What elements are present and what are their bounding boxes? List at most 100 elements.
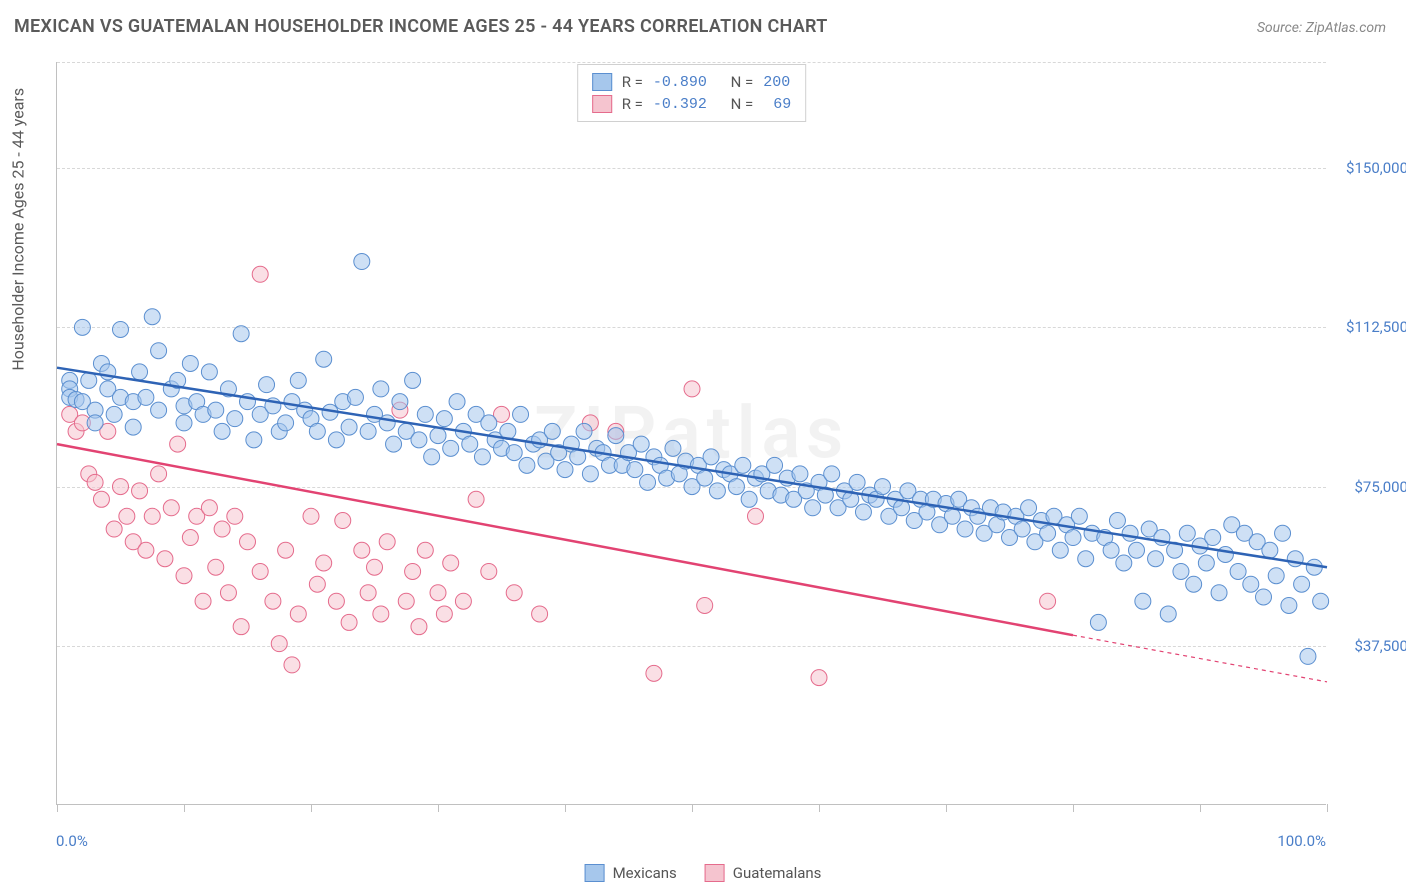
y-tick-label: $112,500 — [1332, 318, 1406, 336]
data-point — [741, 491, 757, 507]
data-point — [151, 466, 167, 482]
data-point — [1014, 521, 1030, 537]
data-point — [290, 606, 306, 622]
x-tick — [57, 804, 58, 812]
legend-label-guatemalans: Guatemalans — [733, 864, 822, 882]
data-point — [767, 457, 783, 473]
data-point — [233, 326, 249, 342]
data-point — [373, 606, 389, 622]
data-point — [335, 513, 351, 529]
x-tick — [1073, 804, 1074, 812]
data-point — [697, 470, 713, 486]
data-point — [303, 508, 319, 524]
x-tick — [1200, 804, 1201, 812]
data-point — [144, 309, 160, 325]
data-point — [474, 449, 490, 465]
data-point — [119, 508, 135, 524]
data-point — [449, 394, 465, 410]
x-tick — [184, 804, 185, 812]
data-point — [633, 436, 649, 452]
data-point — [233, 619, 249, 635]
data-point — [354, 542, 370, 558]
data-point — [735, 457, 751, 473]
data-point — [1211, 585, 1227, 601]
data-point — [875, 479, 891, 495]
data-point — [532, 606, 548, 622]
stats-r-label: R = — [622, 73, 643, 91]
data-point — [328, 432, 344, 448]
data-point — [113, 321, 129, 337]
data-point — [1065, 530, 1081, 546]
stats-n-label: N = — [731, 73, 754, 91]
data-point — [455, 593, 471, 609]
data-point — [309, 576, 325, 592]
x-tick — [946, 804, 947, 812]
data-point — [849, 474, 865, 490]
stats-r-value-guatemalans: -0.392 — [653, 96, 707, 113]
chart-title: MEXICAN VS GUATEMALAN HOUSEHOLDER INCOME… — [14, 16, 828, 37]
data-point — [144, 508, 160, 524]
data-point — [405, 563, 421, 579]
stats-r-label: R = — [622, 95, 643, 113]
data-point — [360, 423, 376, 439]
stats-row-mexicans: R = -0.890 N = 200 — [592, 71, 792, 93]
data-point — [462, 436, 478, 452]
swatch-mexicans — [592, 73, 612, 91]
stats-n-label: N = — [731, 95, 754, 113]
trend-line-extrapolated — [1073, 635, 1327, 682]
plot-area: ZIPatlas $37,500$75,000$112,500$150,000 … — [56, 62, 1326, 805]
data-point — [106, 406, 122, 422]
data-point — [379, 534, 395, 550]
legend: Mexicans Guatemalans — [585, 864, 822, 882]
x-axis-max-label: 100.0% — [1277, 832, 1326, 850]
data-point — [1040, 525, 1056, 541]
data-point — [132, 364, 148, 380]
data-point — [443, 440, 459, 456]
data-point — [1160, 606, 1176, 622]
data-point — [259, 377, 275, 393]
chart-container: MEXICAN VS GUATEMALAN HOUSEHOLDER INCOME… — [0, 0, 1406, 892]
data-point — [316, 555, 332, 571]
data-point — [805, 500, 821, 516]
data-point — [684, 381, 700, 397]
data-point — [703, 449, 719, 465]
data-point — [576, 423, 592, 439]
data-point — [252, 266, 268, 282]
data-point — [208, 559, 224, 575]
y-tick-label: $150,000 — [1332, 159, 1406, 177]
data-point — [195, 593, 211, 609]
data-point — [182, 355, 198, 371]
data-point — [227, 508, 243, 524]
data-point — [265, 593, 281, 609]
data-point — [252, 563, 268, 579]
data-point — [519, 457, 535, 473]
data-point — [316, 351, 332, 367]
data-point — [1243, 576, 1259, 592]
x-tick — [438, 804, 439, 812]
data-point — [697, 597, 713, 613]
data-point — [855, 504, 871, 520]
legend-swatch-mexicans — [585, 864, 605, 882]
data-point — [468, 491, 484, 507]
data-point — [443, 555, 459, 571]
data-point — [1135, 593, 1151, 609]
data-point — [728, 479, 744, 495]
data-point — [424, 449, 440, 465]
data-point — [246, 432, 262, 448]
data-point — [208, 402, 224, 418]
scatter-svg — [57, 62, 1326, 804]
data-point — [87, 415, 103, 431]
data-point — [1122, 525, 1138, 541]
stats-n-value-guatemalans: 69 — [763, 96, 791, 113]
data-point — [557, 462, 573, 478]
data-point — [220, 585, 236, 601]
data-point — [1129, 542, 1145, 558]
data-point — [608, 428, 624, 444]
data-point — [1071, 508, 1087, 524]
data-point — [87, 474, 103, 490]
data-point — [506, 445, 522, 461]
data-point — [417, 406, 433, 422]
data-point — [1256, 589, 1272, 605]
data-point — [271, 636, 287, 652]
source-attribution: Source: ZipAtlas.com — [1257, 20, 1386, 36]
